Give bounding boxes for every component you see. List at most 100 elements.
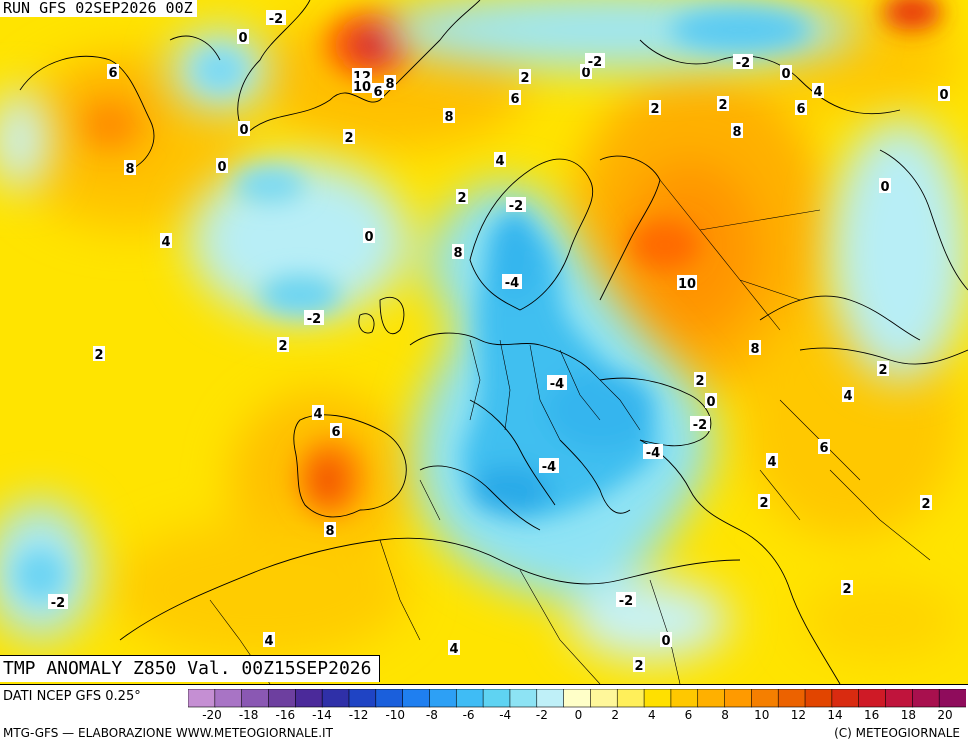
contour-label: 4 xyxy=(448,640,460,657)
warm-areas xyxy=(10,10,960,660)
svg-text:4: 4 xyxy=(813,85,822,100)
svg-text:-2: -2 xyxy=(509,199,523,214)
svg-text:8: 8 xyxy=(444,110,453,125)
color-scale-swatch xyxy=(670,689,699,708)
contour-label: -2 xyxy=(616,592,636,609)
contour-label: 6 xyxy=(795,100,807,117)
contour-label: 0 xyxy=(237,29,249,46)
svg-text:4: 4 xyxy=(161,235,170,250)
color-scale-tick: 8 xyxy=(721,708,729,722)
svg-text:0: 0 xyxy=(581,66,590,81)
color-scale-swatch xyxy=(402,689,431,708)
credit-label: MTG-GFS — ELABORAZIONE WWW.METEOGIORNALE… xyxy=(3,726,333,740)
color-scale-tick: 12 xyxy=(790,708,807,722)
contour-label: 2 xyxy=(519,69,531,86)
svg-text:0: 0 xyxy=(239,123,248,138)
contour-label: 2 xyxy=(93,346,105,363)
contour-label: 2 xyxy=(343,129,355,146)
contour-label: -2 xyxy=(585,53,605,70)
color-scale-tick: -2 xyxy=(535,708,548,722)
contour-label: -2 xyxy=(690,416,710,433)
svg-text:-2: -2 xyxy=(51,596,65,611)
color-scale-swatch xyxy=(777,689,806,708)
coastlines xyxy=(19,0,968,684)
svg-text:-2: -2 xyxy=(269,12,283,27)
contour-label: 2 xyxy=(277,337,289,354)
svg-text:0: 0 xyxy=(706,395,715,410)
color-scale-tick: 2 xyxy=(611,708,619,722)
svg-text:8: 8 xyxy=(750,342,759,357)
svg-text:8: 8 xyxy=(732,125,741,140)
svg-text:2: 2 xyxy=(718,98,727,113)
svg-text:-4: -4 xyxy=(646,446,660,461)
color-scale-tick: -4 xyxy=(499,708,512,722)
color-scale-swatch xyxy=(563,689,592,708)
contour-label: -4 xyxy=(539,458,559,475)
contour-label: 8 xyxy=(749,340,761,357)
contour-label: 6 xyxy=(509,90,521,107)
color-scale-swatch xyxy=(804,689,833,708)
svg-text:4: 4 xyxy=(313,407,322,422)
contour-label: 6 xyxy=(372,83,384,100)
svg-text:2: 2 xyxy=(457,191,466,206)
contour-label: 8 xyxy=(443,108,455,125)
svg-text:-4: -4 xyxy=(542,460,556,475)
contour-label: 4 xyxy=(494,152,506,169)
color-scale-swatch xyxy=(268,689,297,708)
contour-label: -4 xyxy=(643,444,663,461)
legend-panel: DATI NCEP GFS 0.25° -20 -18 -16 -14 -12 -10 -8… xyxy=(0,684,968,746)
svg-text:0: 0 xyxy=(217,160,226,175)
color-scale-tick: 0 xyxy=(574,708,583,722)
svg-text:0: 0 xyxy=(781,67,790,82)
contour-label: 8 xyxy=(731,123,743,140)
svg-text:2: 2 xyxy=(278,339,287,354)
svg-text:-2: -2 xyxy=(693,418,707,433)
color-scale-tick: 20 xyxy=(937,708,953,722)
color-scale-swatch xyxy=(616,689,645,708)
svg-text:2: 2 xyxy=(695,374,704,389)
svg-text:-4: -4 xyxy=(550,377,564,392)
contour-label: 4 xyxy=(842,387,854,404)
contour-label: 8 xyxy=(384,75,396,92)
contour-label: 8 xyxy=(452,244,464,261)
contour-label: 2 xyxy=(694,372,706,389)
svg-text:8: 8 xyxy=(385,77,394,92)
svg-text:0: 0 xyxy=(364,230,373,245)
contour-label: 2 xyxy=(758,494,770,511)
contour-label: 8 xyxy=(324,522,336,539)
svg-text:10: 10 xyxy=(678,277,696,292)
color-scale-tick: -18 xyxy=(238,708,259,722)
svg-text:2: 2 xyxy=(878,363,887,378)
color-scale-tick: -8 xyxy=(425,708,438,722)
contour-label: 0 xyxy=(705,393,717,410)
color-scale-swatch xyxy=(295,689,323,708)
contour-label: 0 xyxy=(938,86,950,103)
contour-label: -4 xyxy=(547,375,567,392)
copyright-label: (C) METEOGIORNALE xyxy=(834,726,960,740)
contour-label: 0 xyxy=(879,178,891,195)
svg-text:-2: -2 xyxy=(588,55,602,70)
color-scale-tick: 16 xyxy=(864,708,880,722)
color-scale-swatch xyxy=(348,689,377,708)
svg-text:8: 8 xyxy=(125,162,134,177)
contour-label: 0 xyxy=(780,65,792,82)
svg-text:6: 6 xyxy=(510,92,519,107)
contour-label: 4 xyxy=(812,83,824,100)
svg-text:2: 2 xyxy=(759,496,768,511)
contour-label: 4 xyxy=(312,405,324,422)
contour-label: 10 xyxy=(352,78,372,95)
color-scale-swatch xyxy=(697,689,726,708)
validity-label: TMP ANOMALY Z850 Val. 00Z15SEP2026 xyxy=(0,655,381,682)
svg-text:2: 2 xyxy=(344,131,353,146)
color-scale-swatch xyxy=(241,689,270,708)
contour-label: 6 xyxy=(107,64,119,81)
color-scale-tick: -20 xyxy=(202,708,222,722)
svg-text:0: 0 xyxy=(939,88,948,103)
svg-text:2: 2 xyxy=(634,659,643,674)
contour-label: 2 xyxy=(456,189,468,206)
color-scale-swatch xyxy=(321,689,350,708)
svg-text:2: 2 xyxy=(650,102,659,117)
svg-text:6: 6 xyxy=(108,66,117,81)
color-scale-tick: 10 xyxy=(754,708,770,722)
